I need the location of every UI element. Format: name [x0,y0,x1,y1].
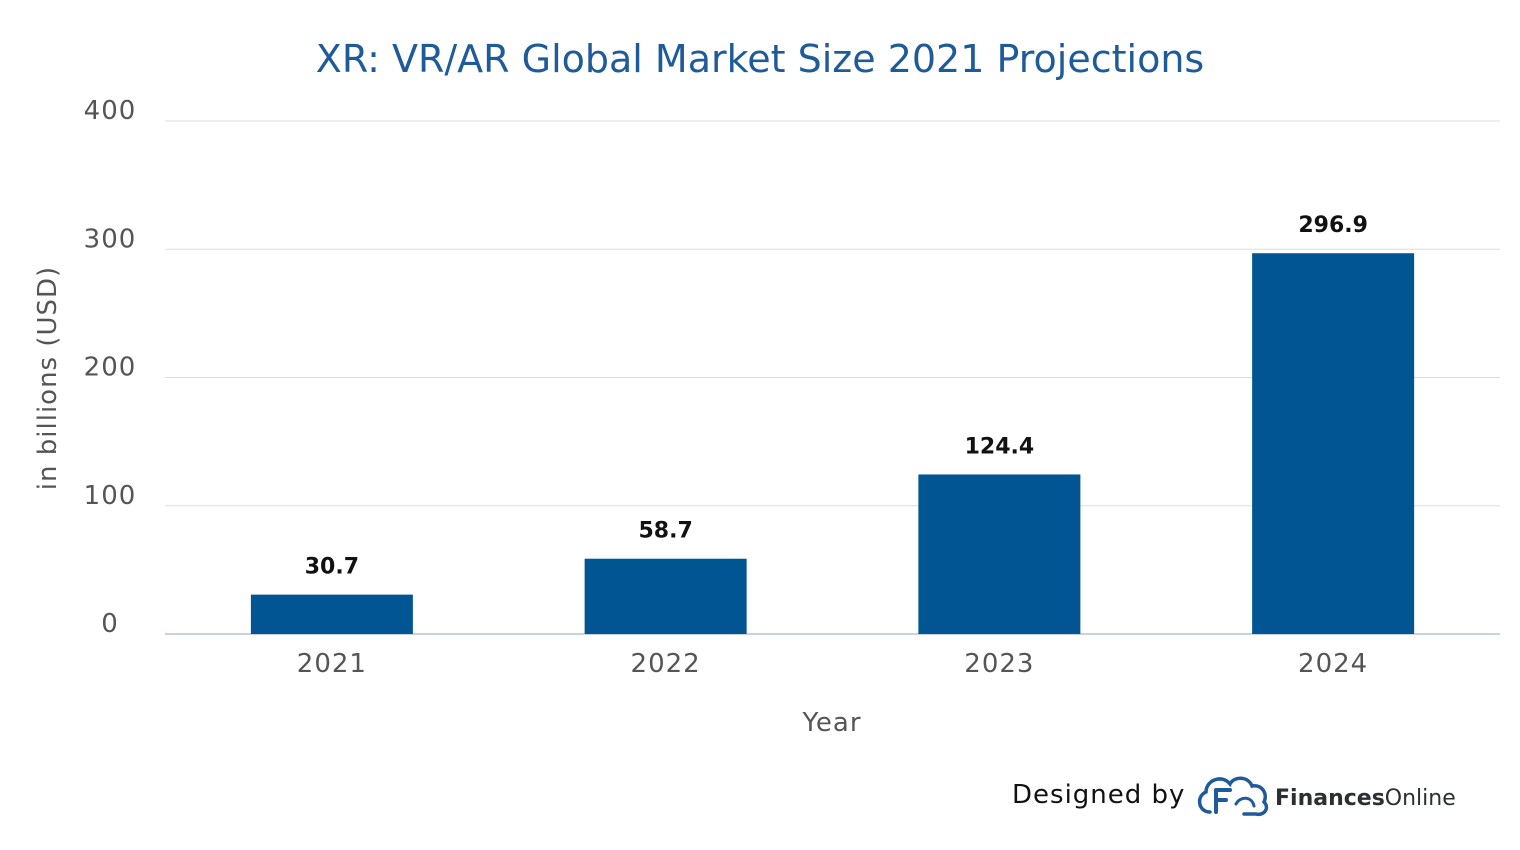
y-axis-label: in billions (USD) [33,266,63,490]
bar-2024[interactable] [1252,253,1415,634]
data-label-2023: 124.4 [965,434,1035,459]
x-tick-label: 2021 [297,649,367,679]
data-label-2021: 30.7 [305,555,359,580]
y-tick-label: 200 [84,353,137,383]
bar-2021[interactable] [250,594,413,634]
y-axis-ticks: 0 100 200 300 400 [84,96,137,639]
bars: 30.7 58.7 124.4 296.9 [250,213,1415,634]
x-tick-label: 2023 [964,649,1034,679]
credit[interactable]: Designed by FinancesOnline [1012,776,1456,817]
data-label-2024: 296.9 [1298,213,1368,238]
y-tick-label: 300 [84,224,137,254]
bar-2022[interactable] [584,558,747,634]
svg-text:FinancesOnline: FinancesOnline [1275,786,1456,811]
x-tick-label: 2024 [1298,649,1368,679]
bar-2023[interactable] [918,474,1081,634]
data-label-2022: 58.7 [638,519,692,544]
brand-name-bold: Finances [1275,786,1385,811]
y-tick-label: 400 [84,96,137,126]
y-tick-label: 100 [84,481,137,511]
x-axis-label: Year [801,708,861,738]
y-tick-label: 0 [101,609,119,639]
credit-prefix: Designed by [1012,780,1185,810]
chart-title: XR: VR/AR Global Market Size 2021 Projec… [316,37,1204,81]
brand-name-normal: Online [1385,786,1456,811]
cloud-f-icon [1197,776,1269,817]
x-axis-ticks: 2021 2022 2023 2024 [297,649,1368,679]
x-tick-label: 2022 [631,649,701,679]
